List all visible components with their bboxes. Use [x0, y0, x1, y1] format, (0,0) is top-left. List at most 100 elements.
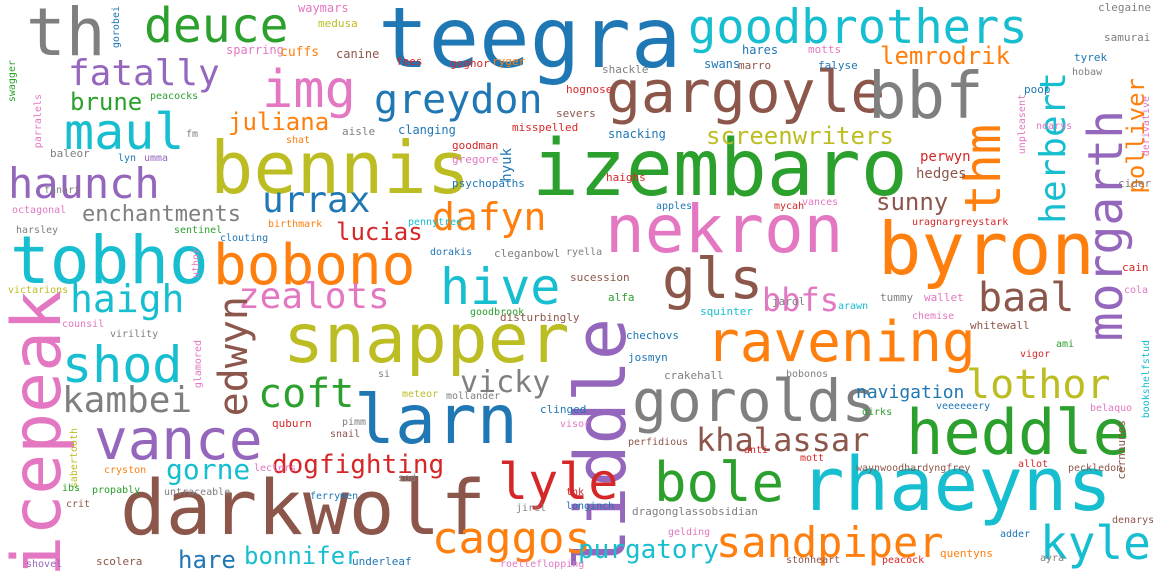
word: umma — [144, 153, 169, 164]
word: teegra — [378, 0, 682, 87]
word: zealots — [238, 276, 390, 317]
word: shod — [62, 336, 183, 394]
word: gorolds — [632, 367, 877, 435]
word: khalassar — [696, 421, 870, 459]
word: vicky — [460, 365, 551, 400]
word: caggos — [432, 513, 591, 564]
word: larn — [354, 381, 518, 460]
word: icepeak — [0, 290, 77, 577]
word: victarions — [8, 285, 69, 296]
word: longinch — [566, 501, 615, 512]
word: bbfs — [762, 281, 840, 319]
word: baal — [978, 275, 1075, 321]
word: harsley — [16, 225, 59, 236]
word: chemise — [912, 311, 955, 322]
word: meteor — [402, 389, 439, 400]
word: clanging — [398, 123, 456, 137]
word: swagger — [7, 60, 18, 103]
word: goodman — [452, 139, 499, 152]
word: arawn — [838, 301, 869, 312]
word: marro — [738, 59, 772, 72]
word: cryston — [104, 465, 147, 476]
word: darkwolf — [120, 463, 487, 552]
word: severs — [556, 107, 596, 120]
word: dafyn — [432, 195, 547, 239]
word: underleaf — [352, 555, 412, 568]
word: rhaeyns — [800, 442, 1112, 528]
word: snapper — [283, 300, 570, 379]
word: unpleasent — [1017, 94, 1028, 155]
word: lucias — [336, 218, 423, 246]
word: purgatory — [578, 535, 719, 565]
word: baleor — [50, 147, 90, 160]
word: waymars — [298, 1, 349, 15]
word: dogfighting — [272, 450, 445, 480]
word: clouting — [220, 233, 269, 244]
word: sunny — [876, 188, 949, 216]
word: cola — [1124, 285, 1149, 296]
word: belaquo — [1090, 403, 1133, 414]
word: wallet — [924, 291, 964, 304]
word: edwyn — [211, 296, 257, 417]
word: roelleflopping — [500, 559, 585, 570]
word: sucession — [570, 271, 630, 284]
word: jirel — [516, 503, 547, 514]
word: mycah — [774, 201, 805, 212]
word: haunch — [8, 159, 160, 208]
word: scolera — [96, 555, 143, 568]
word: maul — [64, 103, 185, 161]
word: quentyns — [940, 547, 993, 560]
word: tummy — [880, 291, 914, 304]
word: aisle — [342, 125, 376, 138]
word: juliana — [228, 108, 330, 136]
word: sandpiper — [716, 518, 944, 567]
word: veeeeeery — [936, 401, 991, 412]
word: hare — [178, 546, 236, 574]
word: untraceable — [164, 487, 231, 498]
word: swans — [704, 57, 741, 71]
word: canine — [336, 47, 380, 61]
word: parralels — [33, 94, 44, 149]
word: sabertooth — [69, 428, 80, 489]
word: bbf — [868, 60, 984, 134]
word: goodbrook — [470, 307, 525, 318]
word: izembaro — [532, 124, 908, 214]
word: alfa — [608, 291, 635, 304]
word: misspelled — [512, 121, 579, 134]
word: haigh — [70, 277, 185, 321]
word: fatally — [68, 53, 220, 94]
word: gorobei — [111, 6, 122, 49]
word: quburn — [272, 417, 312, 430]
word: ayra — [1040, 553, 1065, 564]
word: ryger — [492, 55, 526, 68]
word: fanart — [44, 185, 81, 196]
word: lothor — [966, 362, 1111, 408]
word: crit — [66, 499, 91, 510]
word: perfidious — [628, 437, 689, 448]
word: snail — [330, 429, 361, 440]
word: bole — [654, 451, 785, 514]
word: whitewall — [970, 319, 1030, 332]
word: hedges — [916, 166, 967, 182]
word: squinter — [700, 305, 753, 318]
word: jarol — [772, 295, 806, 308]
word: vigor — [1020, 349, 1051, 360]
word: glamored — [193, 340, 204, 389]
word: poop — [1024, 83, 1051, 96]
word: hobaw — [1072, 67, 1103, 78]
word: gorne — [166, 453, 251, 486]
word: pimm — [342, 417, 367, 428]
word: shat — [286, 135, 311, 146]
word: shackle — [602, 63, 649, 76]
word: uragnargreystark — [912, 217, 1009, 228]
word: dirks — [862, 407, 893, 418]
word: peckledon — [1068, 463, 1123, 474]
word: si — [378, 369, 391, 380]
word: tyrek — [1074, 51, 1108, 64]
word: bookshelfstud — [1141, 340, 1152, 419]
word: haighs — [606, 171, 646, 184]
word: crakehall — [664, 369, 724, 382]
word: byron — [878, 207, 1095, 291]
word: nekron — [605, 191, 844, 268]
